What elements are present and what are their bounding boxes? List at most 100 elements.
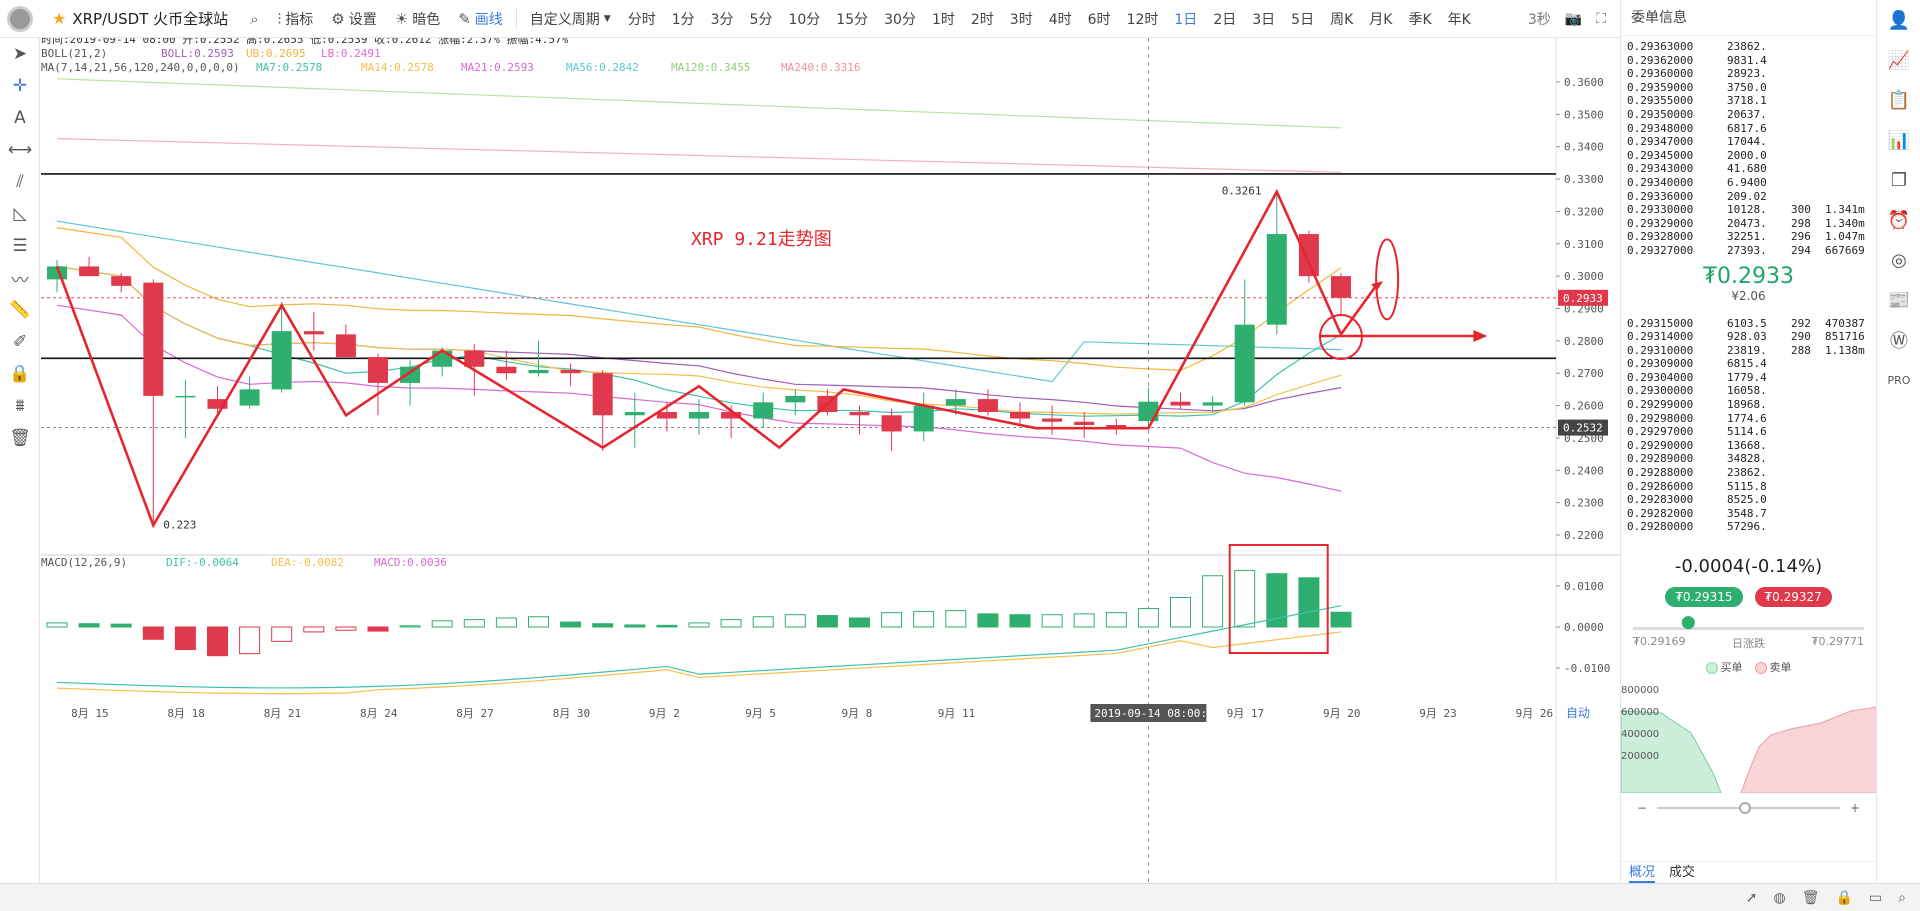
camera-icon[interactable]: 📷 [1564,11,1583,27]
depth-chart[interactable]: 800000 600000 400000 200000 [1620,681,1878,794]
zoom-knob[interactable] [1739,802,1752,814]
search-small-icon[interactable]: ⌕ [1898,889,1906,906]
period-4[interactable]: 10分 [788,11,821,28]
copy-icon[interactable]: ❐ [1890,169,1908,191]
zoom-slider[interactable] [1657,802,1840,814]
orderbook-row[interactable]: 0.29327000 27393. 294 667669 [1627,244,1876,258]
search-icon[interactable]: ⌕ [250,9,259,28]
period-12[interactable]: 12时 [1126,11,1159,28]
orderbook-row[interactable]: 0.29283000 8525.0 [1627,493,1876,507]
crosshair-icon[interactable]: ✛ [12,76,28,96]
period-6[interactable]: 30分 [884,11,916,28]
cursor-icon[interactable]: ➤ [12,44,28,64]
period-3[interactable]: 5分 [749,11,773,28]
compass-icon[interactable]: ◎ [1891,249,1907,271]
orderbook-row[interactable]: 0.29288000 23862. [1627,466,1876,480]
period-20[interactable]: 年K [1447,11,1471,28]
period-10[interactable]: 4时 [1048,11,1072,28]
orderbook-row[interactable]: 0.29360000 28923. [1627,67,1876,81]
zoom-out-icon[interactable]: − [1637,801,1648,815]
user-icon[interactable]: 👤 [1887,9,1911,31]
custom-period-dropdown[interactable]: 自定义周期 ▼ [521,9,620,29]
draw-button[interactable]: ✎ 画线 [449,9,512,29]
period-0[interactable]: 分时 [627,11,656,28]
alarm-icon[interactable]: ⏰ [1887,209,1911,231]
trash-icon[interactable]: 🗑 [9,428,31,448]
triangle-tool-icon[interactable]: ◺ [13,204,27,224]
period-18[interactable]: 月K [1369,11,1393,28]
dark-mode-button[interactable]: ☀ 暗色 [386,9,449,29]
period-13[interactable]: 1日 [1174,11,1198,28]
orderbook-row[interactable]: 0.29297000 5114.6 [1627,425,1876,439]
period-7[interactable]: 1时 [931,11,955,28]
orderbook-row[interactable]: 0.29309000 6815.4 [1627,357,1876,371]
lock-icon[interactable]: 🔒 [9,364,31,384]
orderbook-row[interactable]: 0.29282000 3548.7 [1627,507,1876,521]
orderbook-row[interactable]: 0.29315000 6103.5 292 470387 [1627,317,1876,331]
period-15[interactable]: 3日 [1252,11,1276,28]
chart-icon[interactable]: 📈 [1887,49,1911,71]
orderbook-row[interactable]: 0.29328000 32251. 296 1.047m [1627,230,1876,244]
period-16[interactable]: 5日 [1291,11,1315,28]
w-icon[interactable]: Ⓦ [1890,331,1908,352]
period-11[interactable]: 6时 [1087,11,1111,28]
orderbook-row[interactable]: 0.29348000 6817.6 [1627,122,1876,136]
orderbook-row[interactable]: 0.29280000 57296. [1627,520,1876,534]
period-5[interactable]: 15分 [836,11,869,28]
line-tool-icon[interactable]: ⟷ [7,140,33,160]
favorite-star-icon[interactable]: ★ [52,9,67,28]
zoom-in-icon[interactable]: + [1849,801,1860,815]
orderbook-row[interactable]: 0.29310000 23819. 288 1.138m [1627,344,1876,358]
best-ask-button[interactable]: ₮0.29327 [1754,587,1832,607]
orderbook-row[interactable]: 0.29345000 2000.0 [1627,149,1876,163]
orderbook-row[interactable]: 0.29359000 3750.0 [1627,81,1876,95]
symbol-selector[interactable]: ★ XRP/USDT 火币全球站 [40,8,240,29]
indicators-button[interactable]: ⫶ 指标 [269,9,323,29]
orderbook-row[interactable]: 0.29329000 20473. 298 1.340m [1627,217,1876,231]
window-icon[interactable]: ▭ [1868,889,1883,906]
settings-button[interactable]: ⚙ 设置 [322,9,385,29]
period-19[interactable]: 季K [1408,11,1432,28]
orderbook-row[interactable]: 0.29298000 1774.6 [1627,412,1876,426]
refresh-interval[interactable]: 3秒 [1527,12,1551,28]
fibonacci-tool-icon[interactable]: ☰ [12,236,28,256]
send-icon[interactable]: ➚ [1745,889,1758,906]
orderbook-row[interactable]: 0.29286000 5115.8 [1627,480,1876,494]
compass-small-icon[interactable]: ◍ [1773,889,1786,906]
period-14[interactable]: 2日 [1213,11,1237,28]
tab-trades[interactable]: 成交 [1669,865,1696,880]
orderbook-row[interactable]: 0.29330000 10128. 300 1.341m [1627,203,1876,217]
depth-zoom[interactable]: − + [1621,793,1876,823]
orderbook-row[interactable]: 0.29343000 41.680 [1627,162,1876,176]
orderbook-row[interactable]: 0.29350000 20637. [1627,108,1876,122]
ruler-icon[interactable]: 📏 [9,300,31,320]
period-17[interactable]: 周K [1330,11,1354,28]
kline-chart[interactable]: 0.3600 0.3500 0.3400 0.3300 0.3200 0.3100 0.30… [41,32,1620,883]
fullscreen-icon[interactable]: ⛶ [1596,11,1606,27]
chart-area[interactable]: 0.3600 0.3500 0.3400 0.3300 0.3200 0.3100 0.30… [41,32,1620,883]
orderbook-row[interactable]: 0.29289000 34828. [1627,452,1876,466]
orderbook-row[interactable]: 0.29304000 1779.4 [1627,371,1876,385]
orderbook-row[interactable]: 0.29362000 9831.4 [1627,54,1876,68]
news-icon[interactable]: 📰 [1887,289,1911,311]
tab-overview[interactable]: 概况 [1629,862,1656,883]
pro-icon[interactable]: PRO [1887,373,1911,387]
order-icon[interactable]: 📋 [1887,89,1911,111]
orderbook-row[interactable]: 0.29363000 23862. [1627,40,1876,54]
period-9[interactable]: 3时 [1009,11,1033,28]
orderbook-row[interactable]: 0.29336000 209.02 [1627,190,1876,204]
orderbook-row[interactable]: 0.29290000 13668. [1627,439,1876,453]
trash-small-icon[interactable]: 🗑 [1801,889,1820,906]
orderbook-row[interactable]: 0.29314000 928.03 290 851716 [1627,330,1876,344]
orderbook-row[interactable]: 0.29300000 16058. [1627,384,1876,398]
best-bid-button[interactable]: ₮0.29315 [1665,587,1743,607]
orderbook-row[interactable]: 0.29347000 17044. [1627,135,1876,149]
orderbook-row[interactable]: 0.29355000 3718.1 [1627,94,1876,108]
brush-icon[interactable]: ✐ [12,332,28,352]
period-2[interactable]: 3分 [710,11,734,28]
lock-small-icon[interactable]: 🔒 [1835,889,1853,906]
period-1[interactable]: 1分 [671,11,695,28]
text-tool-icon[interactable]: A [14,108,26,128]
bar-chart-icon[interactable]: 📊 [1887,129,1911,151]
orderbook-row[interactable]: 0.29340000 6.9400 [1627,176,1876,190]
